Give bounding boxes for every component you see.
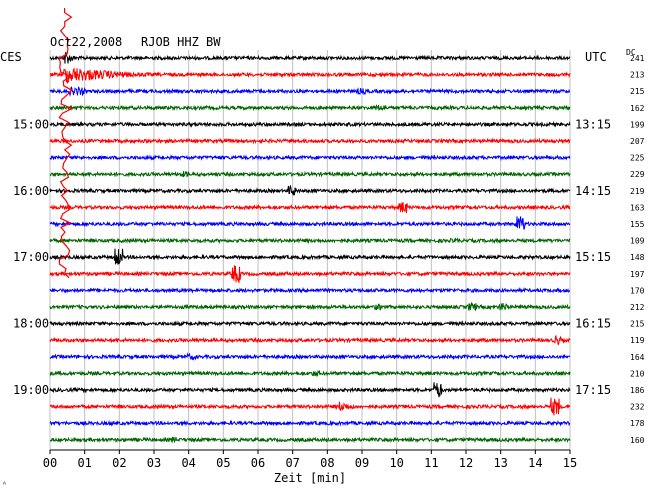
trace-17 bbox=[49, 334, 571, 346]
dc-value: 199 bbox=[630, 120, 645, 129]
dc-value: 215 bbox=[630, 87, 645, 96]
trace-20 bbox=[49, 382, 571, 398]
x-tick-label: 04 bbox=[181, 456, 195, 470]
x-tick-label: 03 bbox=[147, 456, 161, 470]
trace-4 bbox=[49, 120, 571, 128]
left-time-label: 16:00 bbox=[13, 184, 49, 198]
right-timezone: UTC bbox=[585, 50, 607, 64]
x-tick-label: 01 bbox=[77, 456, 91, 470]
main-shock-spike bbox=[58, 8, 74, 279]
dc-value: 160 bbox=[630, 436, 645, 445]
right-time-label: 17:15 bbox=[575, 383, 611, 397]
dc-value: 225 bbox=[630, 154, 645, 163]
trace-6 bbox=[49, 154, 571, 162]
trace-0 bbox=[49, 52, 571, 64]
dc-value: 207 bbox=[630, 137, 645, 146]
x-tick-label: 07 bbox=[285, 456, 299, 470]
dc-values: 241 213 215 162 199 207 225 229 219 163 155 109 148 1… bbox=[630, 54, 645, 445]
right-time-label: 16:15 bbox=[575, 317, 611, 331]
trace-7 bbox=[49, 170, 571, 178]
left-time-label: 19:00 bbox=[13, 383, 49, 397]
left-time-label: 18:00 bbox=[13, 317, 49, 331]
dc-value: 155 bbox=[630, 220, 645, 229]
dc-value: 162 bbox=[630, 104, 645, 113]
dc-value: 163 bbox=[630, 203, 645, 212]
right-time-label: 15:15 bbox=[575, 250, 611, 264]
x-tick-label: 14 bbox=[528, 456, 542, 470]
trace-10 bbox=[49, 216, 571, 230]
trace-2 bbox=[49, 86, 570, 97]
dc-value: 178 bbox=[630, 419, 645, 428]
dc-value: 197 bbox=[630, 270, 645, 279]
dc-value: 232 bbox=[630, 403, 645, 412]
dc-value: 213 bbox=[630, 71, 645, 80]
dc-value: 241 bbox=[630, 54, 645, 63]
left-time-label: 17:00 bbox=[13, 250, 49, 264]
left-timezone: CES bbox=[0, 50, 22, 64]
right-time-label: 13:15 bbox=[575, 117, 611, 131]
x-tick-label: 15 bbox=[563, 456, 577, 470]
trace-14 bbox=[49, 286, 571, 294]
x-tick-label: 13 bbox=[493, 456, 507, 470]
dc-value: 109 bbox=[630, 237, 645, 246]
trace-16 bbox=[49, 320, 571, 328]
x-tick-label: 05 bbox=[216, 456, 230, 470]
seismic-traces bbox=[49, 8, 571, 444]
dc-value: 186 bbox=[630, 386, 645, 395]
minute-grid bbox=[49, 50, 571, 451]
trace-18 bbox=[49, 352, 571, 361]
trace-1 bbox=[49, 67, 571, 84]
dc-header: DC bbox=[626, 48, 636, 57]
trace-8 bbox=[49, 184, 571, 196]
trace-12 bbox=[49, 248, 571, 265]
corner-mark: ᴬ bbox=[2, 480, 7, 489]
x-tick-label: 12 bbox=[459, 456, 473, 470]
x-tick-label: 08 bbox=[320, 456, 334, 470]
dc-value: 212 bbox=[630, 303, 645, 312]
trace-22 bbox=[49, 419, 571, 427]
x-axis: 00 01 02 03 04 05 06 07 08 09 10 11 12 13 14 15 bbox=[43, 450, 577, 470]
x-tick-label: 00 bbox=[43, 456, 57, 470]
chart-title: Oct22,2008 bbox=[50, 35, 122, 49]
x-tick-label: 09 bbox=[355, 456, 369, 470]
right-time-labels: 13:15 14:15 15:15 16:15 17:15 bbox=[575, 117, 611, 397]
station-label: RJOB HHZ BW bbox=[141, 35, 221, 49]
trace-23 bbox=[49, 436, 571, 444]
dc-value: 219 bbox=[630, 187, 645, 196]
dc-value: 229 bbox=[630, 170, 645, 179]
dc-value: 210 bbox=[630, 369, 645, 378]
dc-value: 164 bbox=[630, 353, 645, 362]
x-tick-label: 11 bbox=[424, 456, 438, 470]
dc-value: 215 bbox=[630, 320, 645, 329]
x-tick-label: 06 bbox=[251, 456, 265, 470]
x-axis-label: Zeit [min] bbox=[274, 471, 346, 485]
trace-5 bbox=[49, 137, 571, 145]
left-time-label: 15:00 bbox=[13, 117, 49, 131]
dc-value: 119 bbox=[630, 336, 645, 345]
trace-9 bbox=[49, 202, 571, 214]
trace-15 bbox=[49, 301, 571, 312]
right-time-label: 14:15 bbox=[575, 184, 611, 198]
dc-value: 148 bbox=[630, 253, 645, 262]
dc-value: 170 bbox=[630, 286, 645, 295]
trace-3 bbox=[49, 103, 571, 112]
trace-13 bbox=[49, 265, 571, 283]
x-tick-label: 10 bbox=[389, 456, 403, 470]
trace-19 bbox=[49, 369, 571, 377]
trace-11 bbox=[49, 237, 571, 245]
x-tick-label: 02 bbox=[112, 456, 126, 470]
trace-21 bbox=[49, 397, 571, 416]
left-time-labels: 15:00 16:00 17:00 18:00 19:00 bbox=[13, 117, 49, 397]
